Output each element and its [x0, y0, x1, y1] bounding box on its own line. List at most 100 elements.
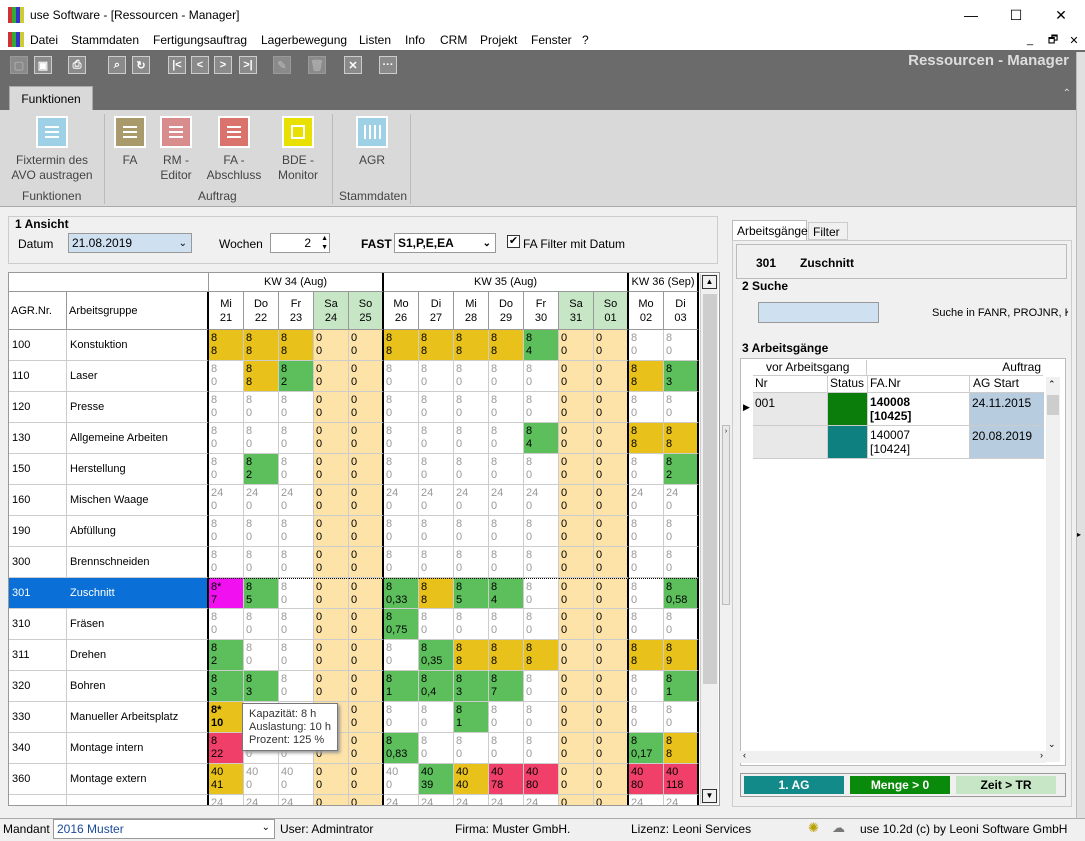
- next-icon[interactable]: >: [214, 56, 232, 74]
- col-agr-nr[interactable]: AGR.Nr.: [9, 292, 67, 330]
- ag-row-nr[interactable]: 001: [753, 393, 828, 426]
- grid-header-corner[interactable]: [9, 273, 209, 292]
- splitter[interactable]: ›: [722, 425, 730, 605]
- new-doc-icon[interactable]: ▢: [10, 56, 28, 74]
- ribbon-button-4[interactable]: BDE - Monitor: [272, 116, 324, 183]
- row-arbeitsgruppe[interactable]: Herstellung: [67, 454, 209, 485]
- capacity-cell[interactable]: 240: [244, 795, 279, 805]
- row-arbeitsgruppe[interactable]: Konstuktion: [67, 330, 209, 361]
- last-icon[interactable]: >|: [239, 56, 257, 74]
- first-ag-button[interactable]: 1. AG: [744, 776, 844, 794]
- capacity-cell[interactable]: 240: [279, 795, 314, 805]
- ag-hscrollbar[interactable]: ‹ ›: [740, 750, 1046, 763]
- day-header[interactable]: Sa 31: [559, 292, 594, 330]
- ag-row-start[interactable]: 20.08.2019: [970, 426, 1044, 459]
- day-header[interactable]: Fr 30: [524, 292, 559, 330]
- capacity-cell[interactable]: 8 22: [209, 733, 244, 764]
- capacity-cell[interactable]: 8 0,83: [384, 733, 419, 764]
- tab-arbeitsgaenge[interactable]: Arbeitsgänge: [732, 220, 808, 240]
- delete-icon[interactable]: 🗑: [308, 56, 326, 74]
- search-input[interactable]: [758, 302, 879, 323]
- row-arbeitsgruppe[interactable]: Mischen Waage: [67, 485, 209, 516]
- wochen-stepper[interactable]: 2 ▲ ▼: [270, 233, 330, 253]
- capacity-cell[interactable]: 240: [629, 795, 664, 805]
- row-agr-nr[interactable]: 330: [9, 702, 67, 733]
- capacity-cell[interactable]: 8* 10: [209, 702, 244, 733]
- minimize-button[interactable]: —: [964, 7, 978, 23]
- ribbon-button-0[interactable]: Fixtermin des AVO austragen: [8, 116, 96, 183]
- collapse-right-icon[interactable]: ▸: [1077, 530, 1082, 539]
- row-agr-nr[interactable]: 340: [9, 733, 67, 764]
- row-arbeitsgruppe[interactable]: Schweißen: [67, 795, 209, 805]
- network-icon[interactable]: ☁: [832, 820, 845, 835]
- row-arbeitsgruppe[interactable]: Abfüllung: [67, 516, 209, 547]
- ag-row-status[interactable]: [828, 393, 868, 426]
- row-agr-nr[interactable]: 301: [9, 578, 67, 609]
- row-arbeitsgruppe[interactable]: Allgemeine Arbeiten: [67, 423, 209, 454]
- ribbon-button-3[interactable]: FA - Abschluss: [200, 116, 268, 183]
- capacity-cell[interactable]: 240: [454, 795, 489, 805]
- scroll-right-icon[interactable]: ›: [1040, 750, 1043, 760]
- edit-icon[interactable]: ✎: [273, 56, 291, 74]
- menu-lagerbewegung[interactable]: Lagerbewegung: [261, 33, 348, 47]
- mandant-select[interactable]: 2016 Muster ⌄: [53, 819, 275, 839]
- menu-help[interactable]: ?: [582, 33, 589, 47]
